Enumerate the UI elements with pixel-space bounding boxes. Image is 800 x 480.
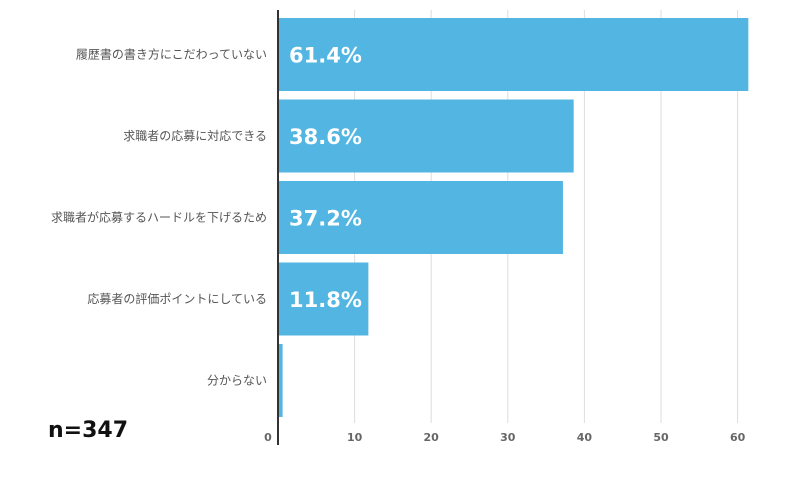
category-label-2: 求職者の応募に対応できる bbox=[123, 129, 267, 143]
category-label-5: 分からない bbox=[207, 374, 267, 388]
x-tick-label-30: 30 bbox=[500, 431, 516, 444]
x-tick-label-40: 40 bbox=[577, 431, 593, 444]
bar-1 bbox=[278, 18, 749, 91]
x-tick-label-60: 60 bbox=[730, 431, 746, 444]
x-tick-label-10: 10 bbox=[347, 431, 363, 444]
data-label-1: 61.4% bbox=[289, 44, 362, 68]
data-label-3: 37.2% bbox=[289, 207, 362, 231]
sample-size-note: n=347 bbox=[48, 418, 129, 443]
category-labels: 履歴書の書き方にこだわっていない求職者の応募に対応できる求職者が応募するハードル… bbox=[51, 47, 267, 388]
category-label-3: 求職者が応募するハードルを下げるため bbox=[51, 210, 267, 225]
category-label-4: 応募者の評価ポイントにしている bbox=[87, 291, 267, 306]
bar-4 bbox=[278, 262, 369, 336]
x-tick-label-50: 50 bbox=[653, 431, 669, 444]
bar-5 bbox=[278, 344, 283, 417]
x-tick-label-20: 20 bbox=[424, 431, 440, 444]
bar-3 bbox=[278, 181, 563, 254]
bars: 61.4% 38.6% 37.2% 11.8% bbox=[278, 18, 749, 417]
category-label-1: 履歴書の書き方にこだわっていない bbox=[76, 47, 267, 62]
data-label-4: 11.8% bbox=[289, 288, 362, 312]
x-tick-labels: 0 10 20 30 40 50 60 bbox=[264, 431, 745, 444]
data-label-2: 38.6% bbox=[289, 125, 362, 149]
x-tick-label-0: 0 bbox=[264, 431, 272, 444]
bar-2 bbox=[278, 99, 574, 173]
